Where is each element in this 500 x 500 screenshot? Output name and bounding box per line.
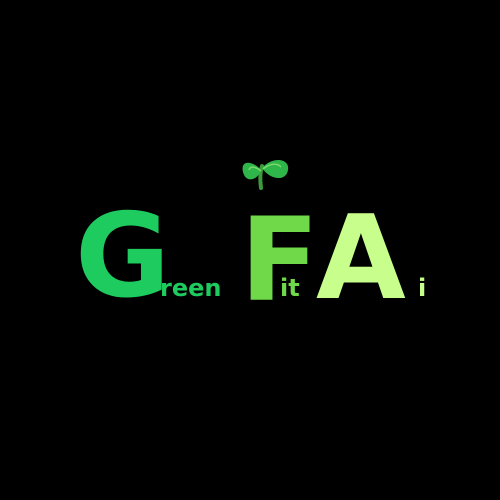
logo-letter-a: A (316, 191, 406, 326)
logo-letter-f: F (240, 193, 319, 328)
logo-letter-g: G (75, 189, 170, 324)
logo-word-green: reen (160, 274, 221, 302)
logo-word-ai: i (418, 274, 426, 302)
logo-word-fit: it (280, 274, 300, 302)
sprout-icon (242, 159, 289, 190)
